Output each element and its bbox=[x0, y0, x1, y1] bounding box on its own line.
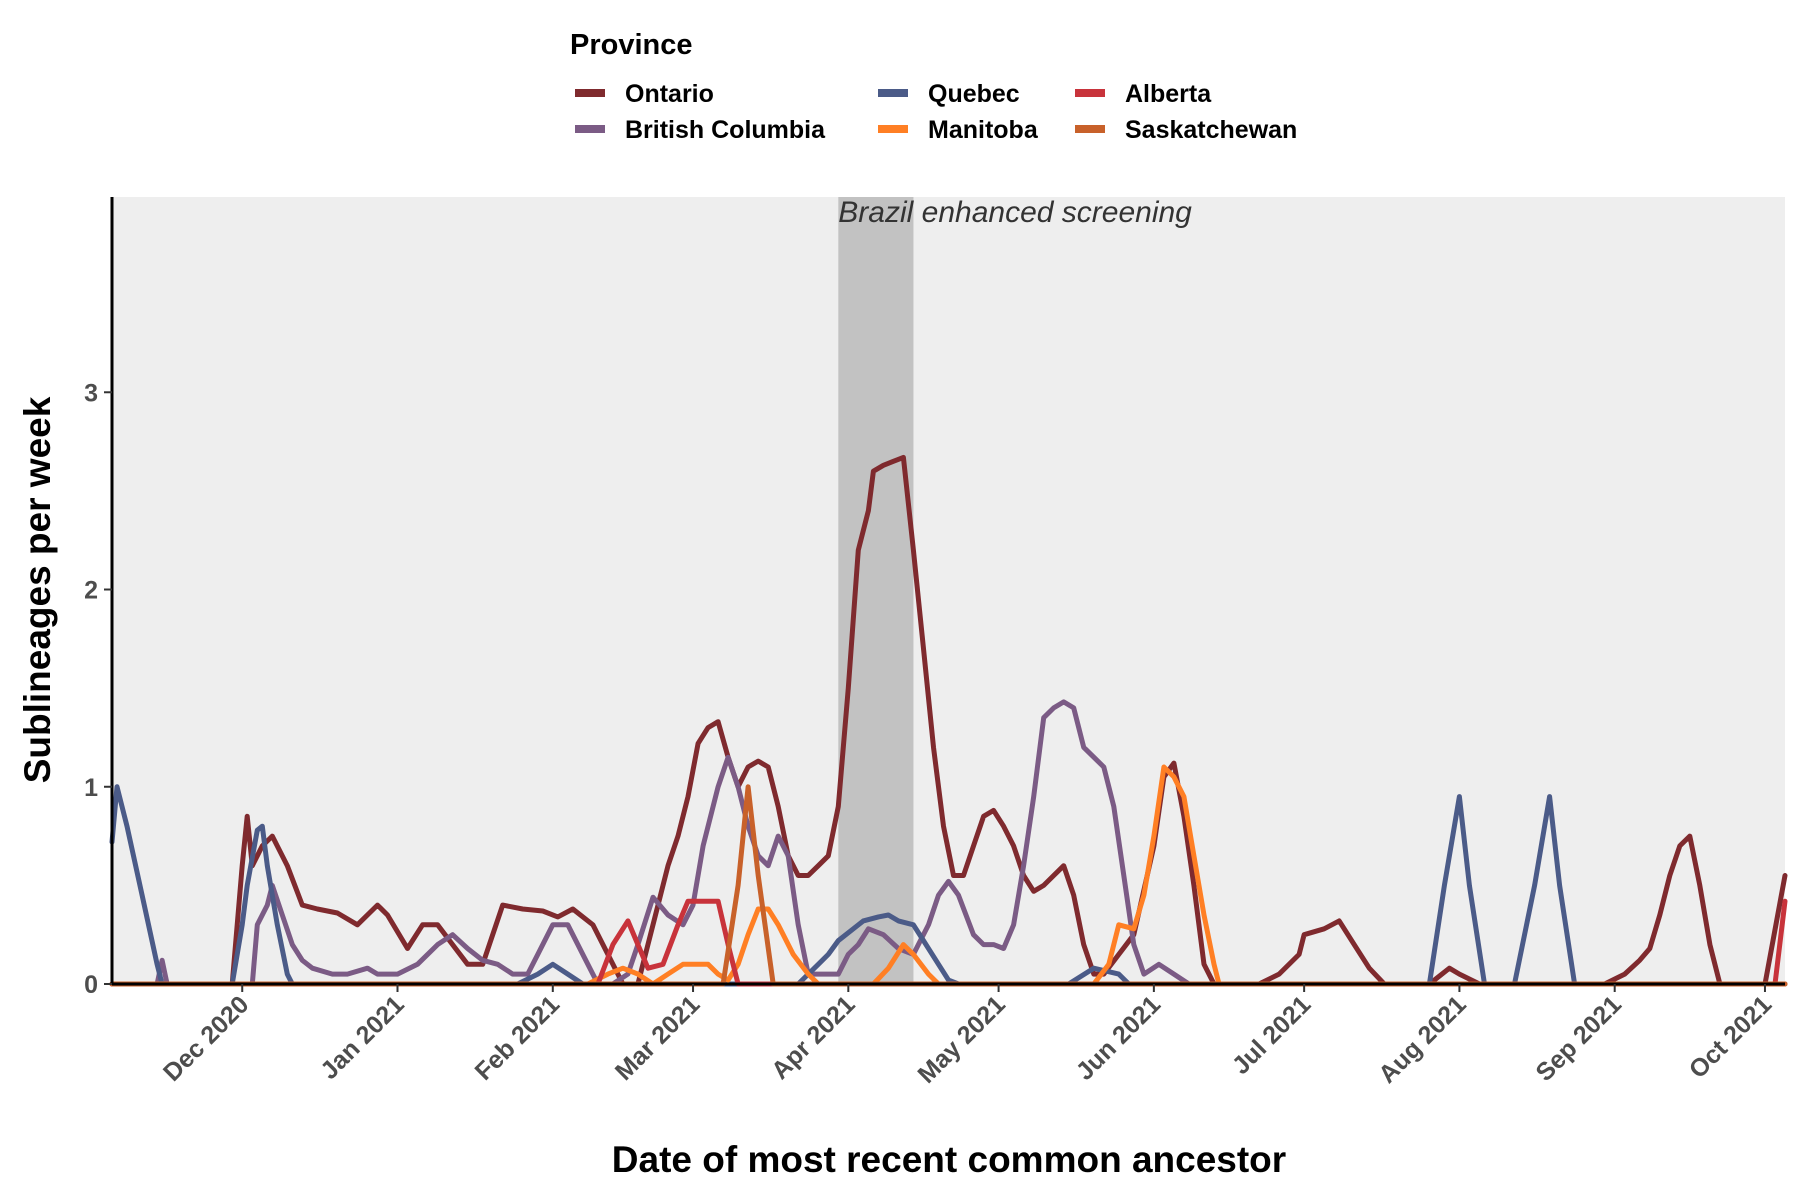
y-axis-ticks: 0 1 2 3 bbox=[84, 379, 112, 999]
legend: Province Ontario British Columbia Quebec Ma… bbox=[570, 29, 1297, 144]
legend-label: Manitoba bbox=[928, 116, 1039, 144]
y-tick-label: 2 bbox=[84, 577, 98, 605]
series-line-ontario bbox=[109, 454, 1788, 987]
legend-label: Ontario bbox=[625, 80, 714, 108]
plot-area: Brazil enhanced screening bbox=[109, 196, 1788, 987]
y-tick-label: 1 bbox=[84, 774, 98, 802]
series-line-quebec bbox=[109, 784, 1788, 987]
x-tick-label: Feb 2021 bbox=[470, 990, 566, 1086]
legend-items: Ontario British Columbia Quebec Manitoba Alb… bbox=[575, 80, 1297, 144]
x-tick-label: Oct 2021 bbox=[1684, 990, 1778, 1084]
y-tick-label: 3 bbox=[84, 379, 98, 407]
x-tick-label: May 2021 bbox=[912, 990, 1010, 1088]
enhanced-screening-band bbox=[838, 197, 914, 984]
legend-label: British Columbia bbox=[625, 116, 826, 144]
y-tick-label: 0 bbox=[84, 971, 98, 999]
x-tick-label: Mar 2021 bbox=[610, 990, 706, 1086]
annotation-label: Brazil enhanced screening bbox=[838, 196, 1192, 229]
x-tick-label: Jun 2021 bbox=[1071, 990, 1167, 1086]
legend-title: Province bbox=[570, 29, 693, 61]
plot-panel bbox=[112, 197, 1785, 984]
x-tick-label: Apr 2021 bbox=[766, 990, 861, 1085]
x-axis-title: Date of most recent common ancestor bbox=[612, 1139, 1286, 1180]
x-tick-label: Aug 2021 bbox=[1373, 990, 1471, 1088]
series-line-british-columbia bbox=[109, 699, 1788, 987]
x-tick-label: Jul 2021 bbox=[1227, 990, 1317, 1080]
legend-label: Saskatchewan bbox=[1125, 116, 1297, 144]
x-tick-label: Sep 2021 bbox=[1530, 990, 1627, 1087]
legend-label: Alberta bbox=[1125, 80, 1212, 108]
series-line-alberta bbox=[109, 898, 1788, 987]
x-tick-label: Dec 2020 bbox=[158, 990, 254, 1086]
y-axis-title: Sublineages per week bbox=[17, 396, 58, 783]
x-axis-ticks: Dec 2020 Jan 2021 Feb 2021 Mar 2021 Apr 2021… bbox=[158, 984, 1777, 1089]
legend-label: Quebec bbox=[928, 80, 1020, 108]
x-tick-label: Jan 2021 bbox=[315, 990, 410, 1085]
